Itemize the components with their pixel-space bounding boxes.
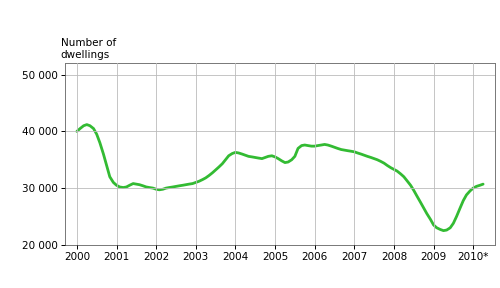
Text: Number of
dwellings: Number of dwellings	[60, 38, 116, 60]
